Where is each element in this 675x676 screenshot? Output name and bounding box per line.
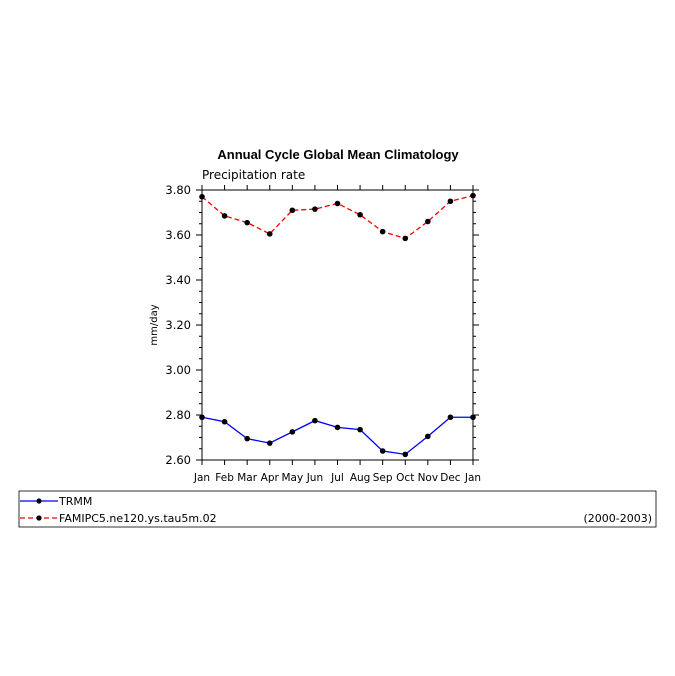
data-point <box>289 429 296 435</box>
x-tick-label: Nov <box>418 472 439 484</box>
data-point <box>425 433 431 440</box>
data-point <box>199 193 205 200</box>
legend-label: FAMIPC5.ne120.ys.tau5m.02 <box>59 512 217 525</box>
x-tick-label: Sep <box>373 472 393 484</box>
legend-marker <box>36 515 42 521</box>
y-tick-label: 3.40 <box>165 273 191 287</box>
data-point <box>266 231 273 237</box>
x-tick-label: Jan <box>193 472 210 484</box>
data-point <box>244 219 250 226</box>
legend-label: TRMM <box>58 495 92 508</box>
data-point <box>357 211 363 218</box>
plot-frame <box>201 189 474 461</box>
x-tick-label: Feb <box>215 472 234 484</box>
x-tick-label: Aug <box>350 472 371 484</box>
data-point <box>425 218 431 225</box>
data-point <box>357 426 363 433</box>
x-tick-label: Apr <box>261 472 280 484</box>
data-point <box>334 424 341 431</box>
data-point <box>244 435 250 442</box>
chart-title: Annual Cycle Global Mean Climatology <box>217 147 459 162</box>
y-tick-label: 3.20 <box>165 318 191 332</box>
data-point <box>447 414 454 421</box>
y-tick-label: 3.80 <box>165 183 191 197</box>
series-line-1 <box>201 416 473 456</box>
x-tick-label: Jul <box>330 472 344 484</box>
data-point <box>221 418 228 425</box>
data-point <box>199 414 205 421</box>
legend-note: (2000-2003) <box>583 512 652 525</box>
data-point <box>402 451 409 458</box>
legend-box <box>18 490 657 528</box>
y-axis-label: mm/day <box>149 304 160 345</box>
x-axis-ticks: Jan Feb Mar Apr May Jun Jul Aug Sep Oct Nov Dec Jan <box>193 185 481 484</box>
x-tick-label: Jun <box>306 472 323 484</box>
data-point <box>312 206 318 212</box>
legend-marker <box>36 498 42 504</box>
data-point <box>221 213 228 219</box>
y-tick-label: 2.80 <box>165 408 191 422</box>
data-point <box>379 448 386 454</box>
data-point <box>312 417 318 424</box>
legend: TRMM FAMIPC5.ne120.ys.tau5m.02 <box>20 495 217 525</box>
y-axis-ticks: 2.60 2.80 3.00 3.20 3.40 3.60 3.80 <box>165 183 479 467</box>
data-point <box>289 207 296 214</box>
x-tick-label: Jan <box>464 472 481 484</box>
y-tick-label: 2.60 <box>165 453 191 467</box>
data-point <box>447 198 454 205</box>
y-tick-label: 3.60 <box>165 228 191 242</box>
data-point <box>402 235 409 242</box>
data-point <box>266 440 273 446</box>
x-tick-label: Dec <box>440 472 461 484</box>
x-tick-label: Mar <box>237 472 257 484</box>
data-point <box>379 228 386 235</box>
chart-subtitle: Precipitation rate <box>202 168 305 182</box>
y-tick-label: 3.00 <box>165 363 191 377</box>
data-point <box>470 192 476 199</box>
data-point <box>470 414 476 421</box>
data-point <box>334 200 341 207</box>
series-layer <box>199 192 476 458</box>
x-tick-label: May <box>281 472 303 484</box>
x-tick-label: Oct <box>396 472 414 484</box>
